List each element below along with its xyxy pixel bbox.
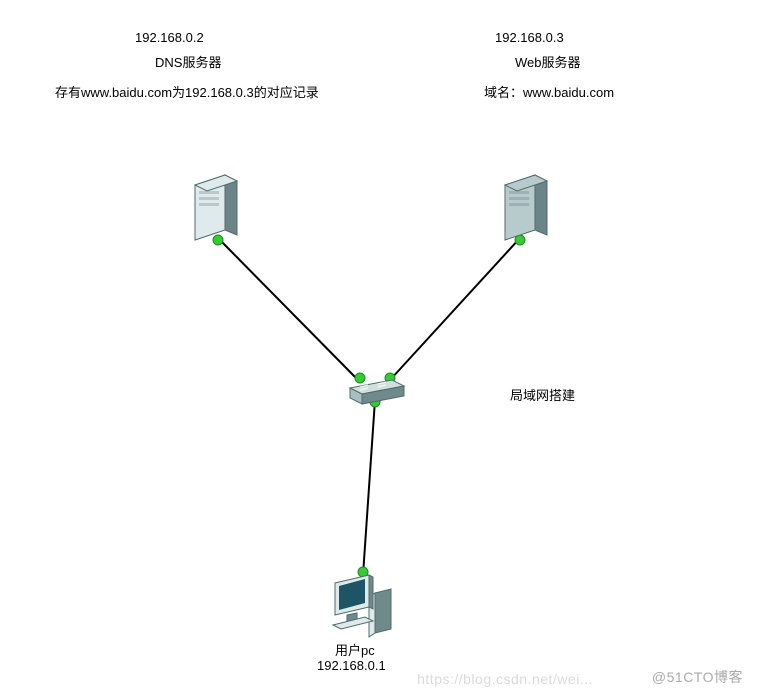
port-dots-layer	[213, 235, 525, 577]
web-note-label: 域名：www.baidu.com	[484, 82, 614, 101]
dns-server-icon[interactable]	[195, 175, 237, 240]
watermark-left: https://blog.csdn.net/wei...	[417, 671, 593, 687]
diagram-svg	[0, 0, 763, 693]
port-status-dot	[213, 235, 223, 245]
pc-ip-label: 192.168.0.1	[317, 658, 386, 673]
devices-layer	[195, 175, 547, 637]
watermark-right: @51CTO博客	[652, 667, 743, 687]
network-diagram	[0, 0, 763, 693]
dns-ip-label: 192.168.0.2	[135, 30, 204, 45]
link	[218, 238, 358, 380]
pc-title-label: 用户pc	[335, 640, 375, 659]
pc-icon[interactable]	[333, 575, 391, 637]
link	[390, 238, 520, 380]
web-server-icon[interactable]	[505, 175, 547, 240]
dns-title-label: DNS服务器	[155, 52, 221, 71]
link	[363, 400, 375, 575]
web-ip-label: 192.168.0.3	[495, 30, 564, 45]
links-layer	[218, 238, 520, 575]
dns-note-label: 存有www.baidu.com为192.168.0.3的对应记录	[55, 82, 319, 101]
web-title-label: Web服务器	[515, 52, 581, 71]
switch-icon[interactable]	[350, 380, 404, 404]
port-status-dot	[355, 373, 365, 383]
annotation-label: 局域网搭建	[510, 385, 575, 404]
